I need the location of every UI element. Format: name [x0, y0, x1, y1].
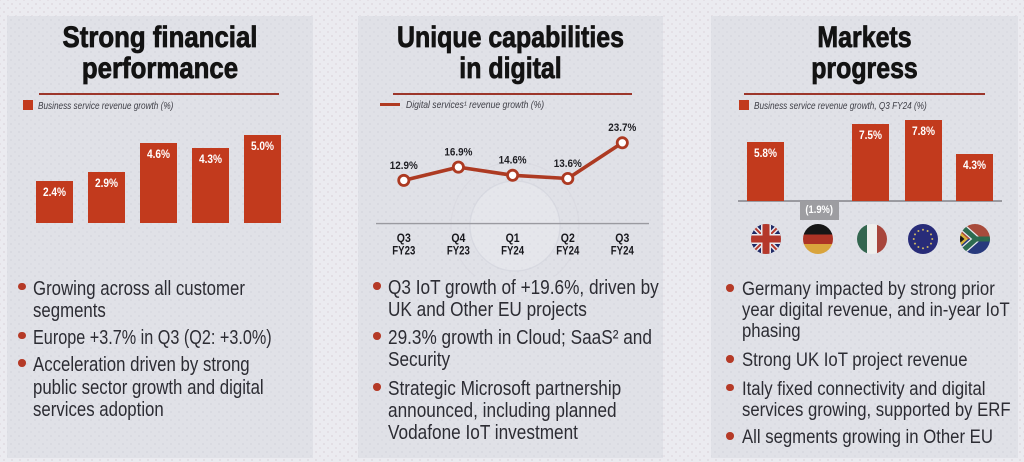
svg-text:23.7%: 23.7%: [608, 122, 636, 134]
svg-text:14.6%: 14.6%: [499, 155, 527, 167]
svg-text:FY24: FY24: [556, 244, 579, 258]
svg-text:Q3: Q3: [397, 231, 411, 245]
svg-text:Q3: Q3: [615, 231, 629, 245]
svg-text:Q4: Q4: [451, 231, 465, 245]
svg-text:Q2: Q2: [561, 231, 575, 245]
svg-text:FY23: FY23: [447, 244, 470, 258]
svg-text:13.6%: 13.6%: [554, 158, 582, 170]
svg-text:Q1: Q1: [506, 231, 520, 245]
svg-text:FY23: FY23: [392, 244, 415, 258]
svg-text:FY24: FY24: [611, 244, 634, 258]
svg-text:12.9%: 12.9%: [390, 160, 418, 172]
svg-text:16.9%: 16.9%: [444, 147, 472, 159]
svg-text:FY24: FY24: [501, 244, 524, 258]
